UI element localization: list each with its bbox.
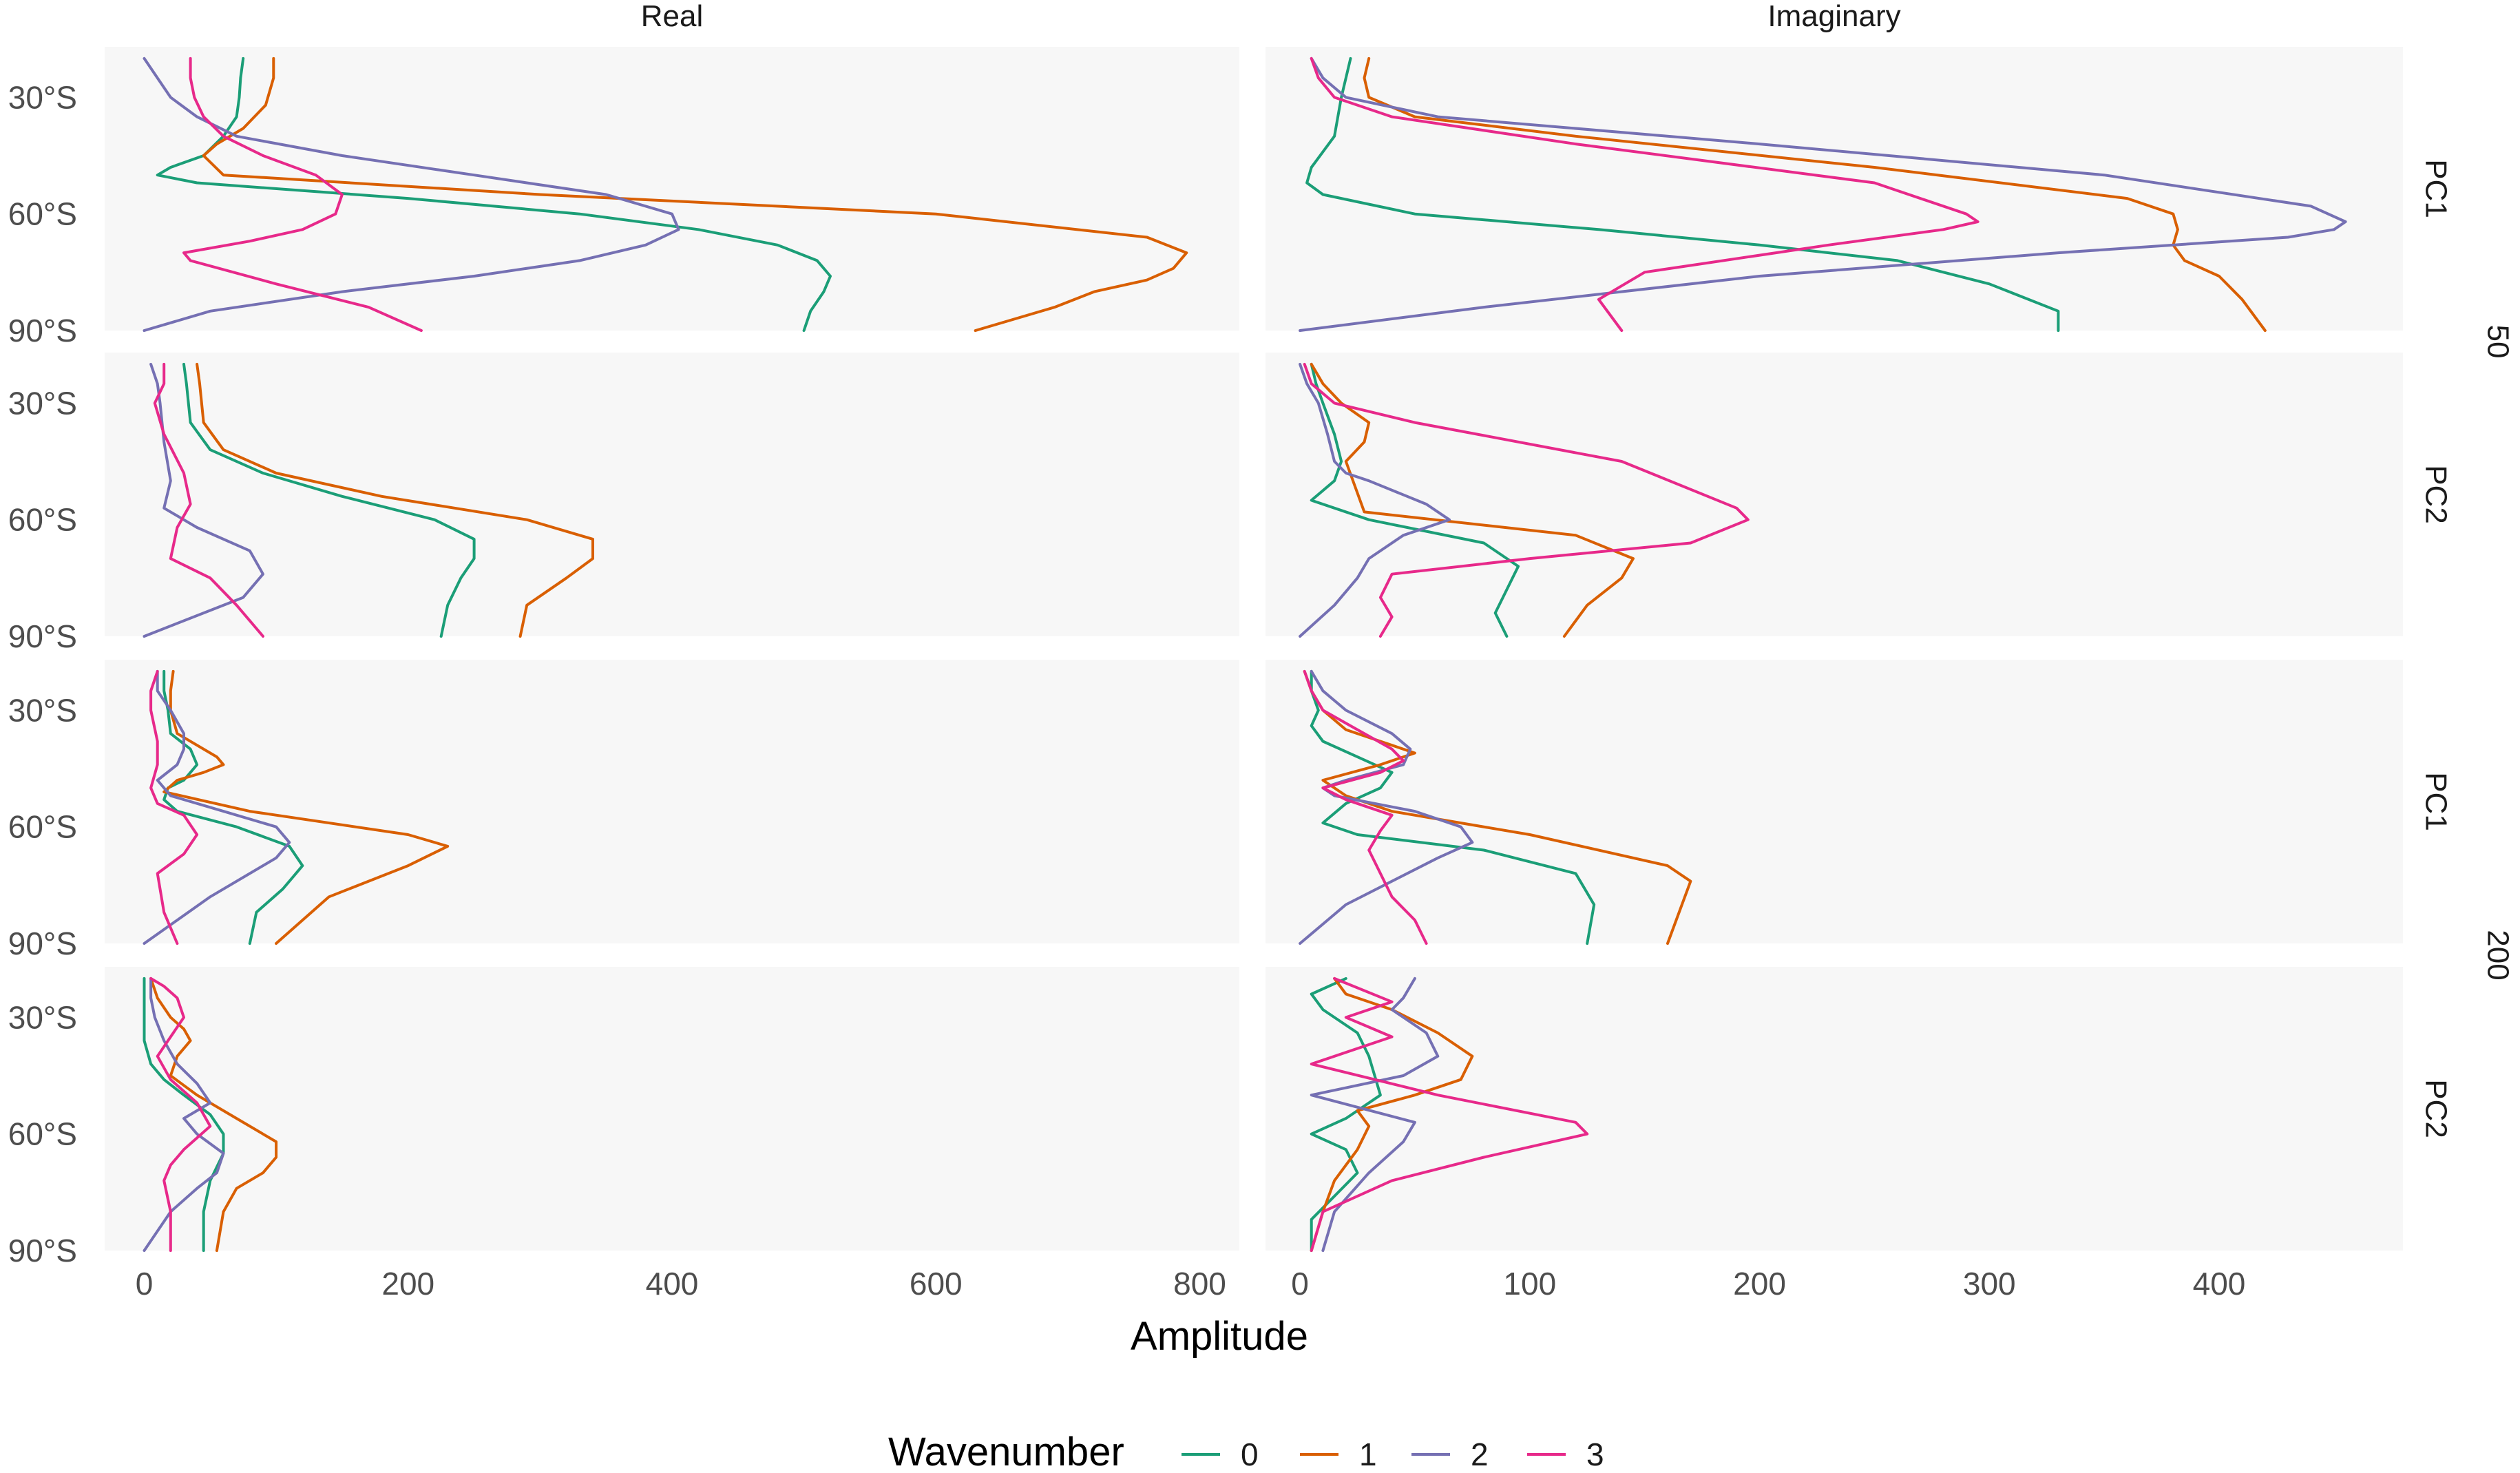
series-line-wavenumber-3: [149, 976, 212, 1252]
series-line-wavenumber-3: [1310, 976, 1589, 1252]
series-line-wavenumber-2: [1299, 362, 1451, 638]
series-line-wavenumber-3: [149, 669, 199, 945]
series-line-wavenumber-2: [1310, 976, 1440, 1252]
y-tick-label: 60°S: [8, 809, 77, 845]
y-tick-label: 30°S: [8, 79, 77, 115]
x-tick-label: 600: [910, 1266, 963, 1302]
column-strip-label: Imaginary: [1767, 0, 1900, 33]
series-line-wavenumber-2: [143, 976, 225, 1252]
series-line-wavenumber-3: [182, 56, 423, 332]
series-line-wavenumber-1: [1303, 669, 1692, 945]
x-tick-label: 800: [1173, 1266, 1226, 1302]
panel-background: [105, 353, 1239, 636]
series-line-wavenumber-1: [1363, 56, 2267, 332]
row-strip-label: PC2: [2419, 1079, 2453, 1138]
legend-label: 2: [1471, 1437, 1489, 1472]
legend-label: 0: [1241, 1437, 1259, 1472]
x-tick-label: 0: [136, 1266, 154, 1302]
panel-background: [1266, 967, 2403, 1251]
series-line-wavenumber-3: [1303, 362, 1750, 638]
row-strip-label: PC1: [2419, 159, 2453, 218]
series-line-wavenumber-0: [1310, 669, 1596, 945]
series-line-wavenumber-0: [156, 56, 832, 332]
legend-label: 3: [1586, 1437, 1604, 1472]
y-tick-label: 90°S: [8, 313, 77, 348]
series-line-wavenumber-1: [149, 976, 278, 1252]
row-strip-label: PC2: [2419, 465, 2453, 524]
y-tick-label: 90°S: [8, 1233, 77, 1268]
series-line-wavenumber-1: [196, 362, 594, 638]
y-tick-label: 30°S: [8, 385, 77, 421]
y-tick-label: 60°S: [8, 1116, 77, 1152]
series-line-wavenumber-1: [162, 669, 450, 945]
panel-background: [1266, 660, 2403, 943]
group-strip-label: 50: [2481, 325, 2515, 359]
row-strip-label: PC1: [2419, 772, 2453, 831]
panel-background: [105, 660, 1239, 943]
y-tick-label: 30°S: [8, 999, 77, 1035]
series-line-wavenumber-3: [1310, 56, 1980, 332]
x-tick-label: 100: [1503, 1266, 1556, 1302]
series-line-wavenumber-3: [153, 362, 264, 638]
y-tick-label: 90°S: [8, 618, 77, 654]
y-tick-label: 90°S: [8, 926, 77, 961]
series-line-wavenumber-2: [143, 56, 680, 332]
x-tick-label: 0: [1291, 1266, 1309, 1302]
group-strip-label: 200: [2481, 930, 2515, 980]
series-line-wavenumber-0: [162, 669, 304, 945]
x-tick-label: 200: [1733, 1266, 1786, 1302]
x-tick-label: 300: [1963, 1266, 2016, 1302]
panel-background: [1266, 47, 2403, 331]
series-line-wavenumber-0: [1305, 56, 2060, 332]
series-line-wavenumber-0: [182, 362, 476, 638]
series-line-wavenumber-0: [1310, 976, 1382, 1252]
panel-background: [105, 967, 1239, 1251]
x-tick-label: 400: [2193, 1266, 2246, 1302]
y-tick-label: 30°S: [8, 692, 77, 728]
panel-background: [1266, 353, 2403, 636]
series-line-wavenumber-2: [143, 669, 291, 945]
series-line-wavenumber-0: [1310, 362, 1520, 638]
series-line-wavenumber-2: [1299, 56, 2347, 332]
x-tick-label: 400: [646, 1266, 699, 1302]
series-line-wavenumber-0: [143, 976, 225, 1252]
column-strip-label: Real: [641, 0, 704, 33]
series-line-wavenumber-1: [202, 56, 1188, 332]
x-axis-title: Amplitude: [1131, 1314, 1308, 1359]
y-tick-label: 60°S: [8, 502, 77, 538]
series-line-wavenumber-1: [1310, 362, 1635, 638]
x-tick-label: 200: [381, 1266, 434, 1302]
y-tick-label: 60°S: [8, 196, 77, 232]
legend-label: 1: [1359, 1437, 1377, 1472]
legend-title: Wavenumber: [888, 1430, 1124, 1473]
series-line-wavenumber-3: [1303, 669, 1428, 945]
